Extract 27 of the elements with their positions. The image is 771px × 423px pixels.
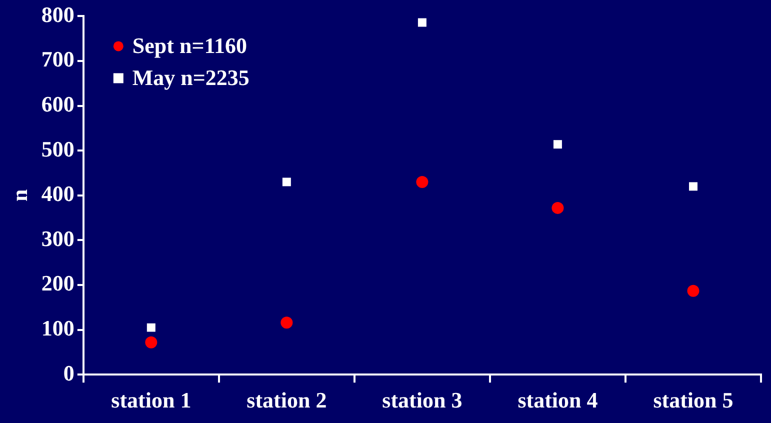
point: [418, 18, 426, 27]
legend-label: Sept n=1160: [132, 32, 248, 58]
y-tick-label: 600: [41, 91, 74, 116]
y-tick-label: 200: [41, 270, 74, 296]
y-tick-label: 0: [63, 360, 74, 386]
point: [146, 323, 156, 332]
y-tick-label: 100: [41, 315, 74, 340]
x-tick-label: station 4: [518, 387, 598, 412]
x-tick-label: station 3: [382, 387, 462, 412]
point: [552, 202, 564, 214]
y-tick-label: 500: [41, 136, 74, 162]
point: [282, 178, 291, 186]
point: [687, 284, 700, 297]
point: [416, 176, 428, 188]
point: [280, 316, 293, 329]
point: [145, 336, 158, 348]
x-tick-label: station 1: [111, 387, 192, 412]
y-tick-label: 800: [41, 2, 74, 27]
y-axis-title: n: [6, 189, 32, 202]
y-tick-label: 400: [41, 181, 74, 206]
x-tick-label: station 5: [653, 387, 734, 412]
legend-label: May n=2235: [132, 64, 250, 90]
point: [689, 182, 698, 191]
x-tick-label: station 2: [246, 387, 327, 412]
y-tick-label: 300: [41, 226, 74, 251]
y-tick-label: 700: [41, 46, 74, 72]
point: [553, 140, 562, 149]
